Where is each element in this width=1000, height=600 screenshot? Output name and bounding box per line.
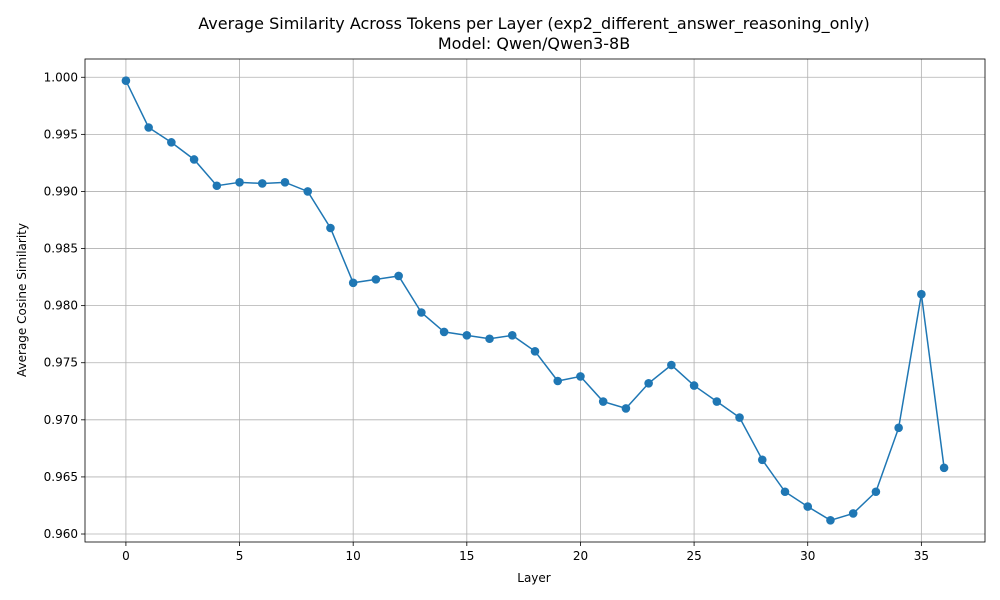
y-tick-label: 0.995 bbox=[44, 127, 78, 141]
data-point bbox=[235, 178, 244, 187]
data-point bbox=[189, 155, 199, 164]
data-point bbox=[894, 423, 903, 433]
data-point bbox=[303, 187, 313, 196]
data-point bbox=[689, 381, 699, 390]
data-point bbox=[257, 179, 267, 188]
grid bbox=[85, 59, 985, 542]
x-tick-label: 20 bbox=[573, 549, 588, 563]
y-tick-label: 0.980 bbox=[44, 299, 78, 313]
data-point bbox=[212, 181, 222, 191]
data-point bbox=[757, 455, 767, 465]
chart-title: Average Similarity Across Tokens per Lay… bbox=[198, 14, 869, 34]
y-tick-label: 0.965 bbox=[44, 470, 78, 484]
series-layer-similarity bbox=[121, 76, 949, 525]
chart-subtitle: Model: Qwen/Qwen3-8B bbox=[438, 34, 630, 53]
data-point bbox=[439, 327, 449, 337]
data-point bbox=[621, 404, 631, 413]
data-point bbox=[348, 278, 358, 288]
data-point bbox=[371, 275, 381, 284]
data-point bbox=[280, 178, 290, 187]
x-tick-label: 30 bbox=[800, 549, 815, 563]
y-tick-label: 0.985 bbox=[44, 242, 78, 256]
data-point bbox=[326, 223, 335, 233]
data-point bbox=[530, 347, 540, 356]
data-point bbox=[553, 376, 563, 386]
data-point bbox=[848, 509, 858, 518]
data-point bbox=[939, 463, 949, 473]
y-tick-label: 0.970 bbox=[44, 413, 78, 427]
data-point bbox=[871, 487, 881, 497]
data-point bbox=[576, 372, 585, 381]
data-point bbox=[803, 502, 813, 511]
y-axis-label: Average Cosine Similarity bbox=[15, 223, 29, 377]
data-point bbox=[507, 331, 517, 340]
x-tick-label: 35 bbox=[914, 549, 929, 563]
axis-ticks: 0 5 10 15 20 25 30 35 0.960 0.965 0.970 0.975 0.980 0… bbox=[44, 70, 929, 563]
data-point bbox=[644, 378, 653, 388]
x-axis-label: Layer bbox=[517, 571, 551, 585]
x-tick-label: 15 bbox=[459, 549, 474, 563]
plot-frame bbox=[84, 58, 986, 543]
data-point bbox=[917, 289, 926, 299]
data-point bbox=[780, 487, 790, 497]
x-tick-label: 10 bbox=[346, 549, 361, 563]
data-point bbox=[144, 123, 153, 132]
x-tick-label: 0 bbox=[122, 549, 130, 563]
data-point bbox=[735, 413, 744, 422]
x-tick-label: 5 bbox=[236, 549, 244, 563]
data-point bbox=[462, 331, 472, 340]
y-tick-label: 0.960 bbox=[44, 527, 78, 541]
x-tick-label: 25 bbox=[686, 549, 701, 563]
data-point bbox=[167, 138, 176, 147]
data-point bbox=[712, 397, 722, 406]
data-point bbox=[826, 516, 835, 525]
data-point bbox=[394, 271, 403, 281]
y-tick-label: 0.990 bbox=[44, 184, 78, 198]
data-point bbox=[598, 397, 608, 406]
data-point bbox=[417, 308, 426, 317]
y-tick-label: 0.975 bbox=[44, 356, 78, 370]
y-tick-label: 1.000 bbox=[44, 70, 78, 84]
data-point bbox=[121, 76, 131, 85]
data-point bbox=[485, 334, 494, 344]
data-point bbox=[667, 360, 676, 370]
